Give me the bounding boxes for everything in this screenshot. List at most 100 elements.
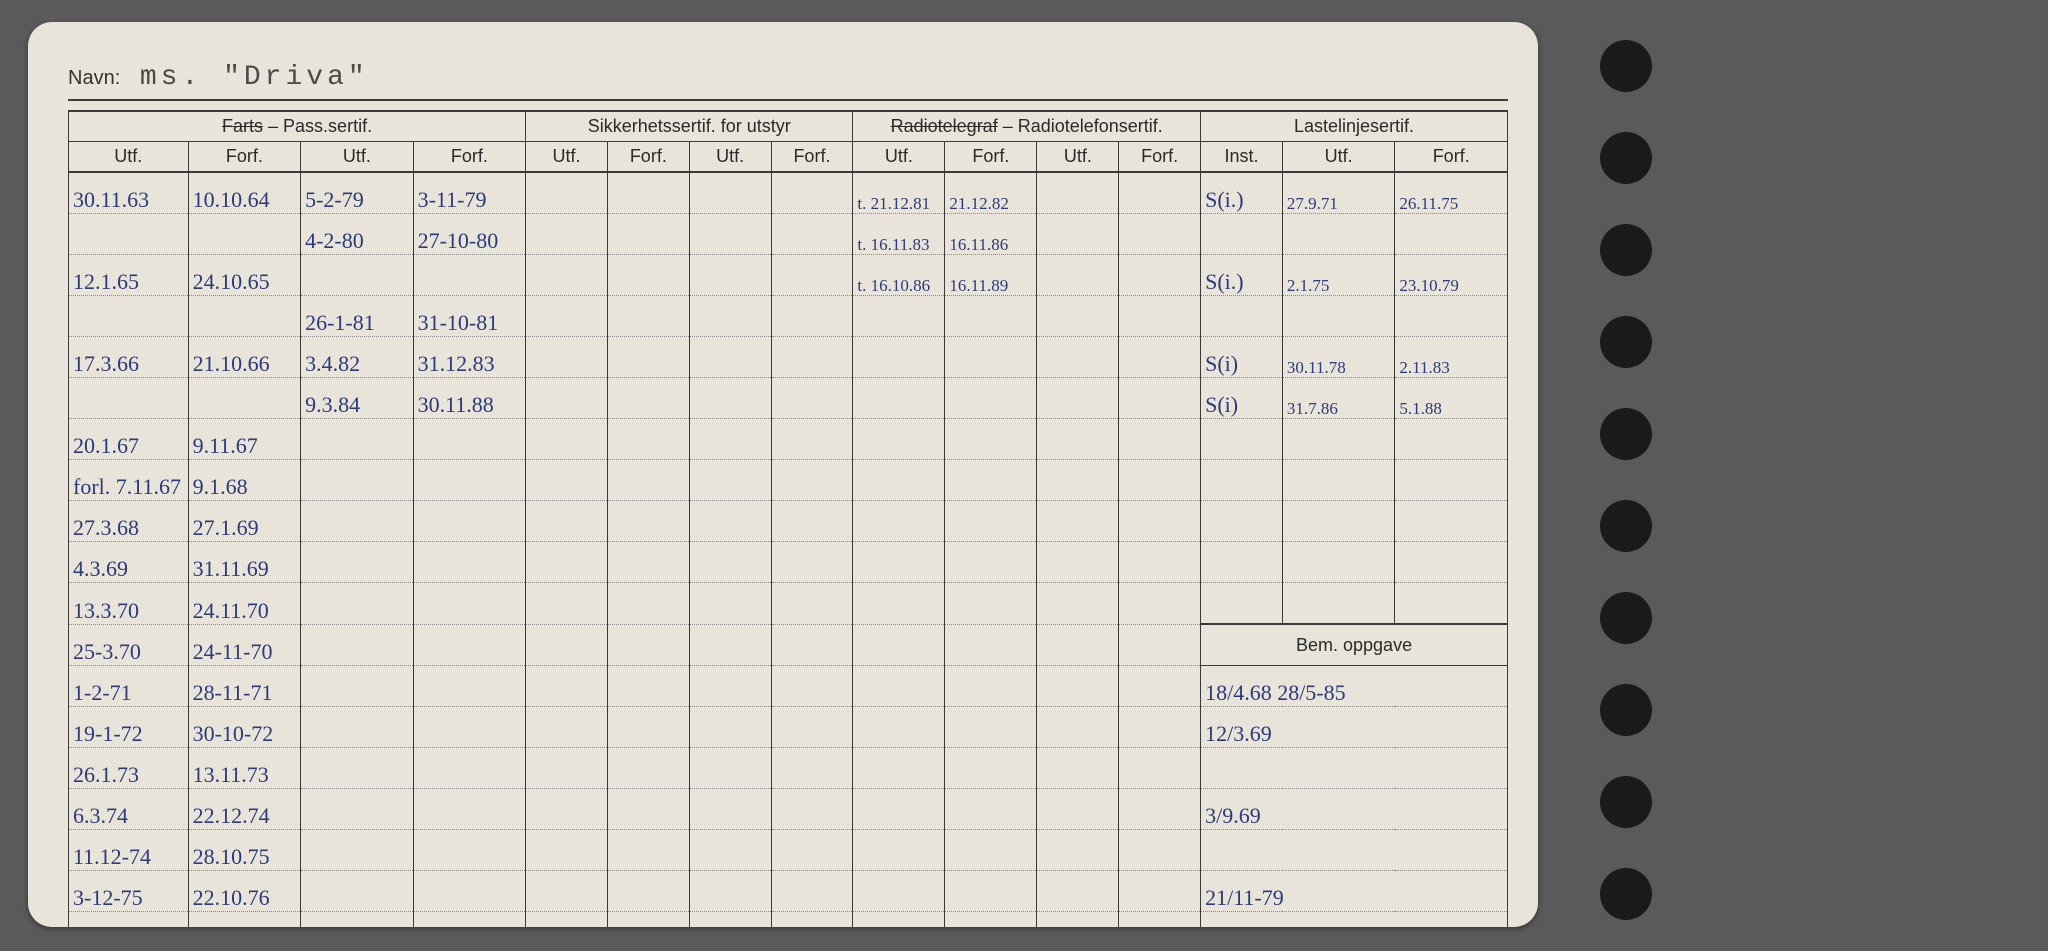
bem-cell: 21/11-79 xyxy=(1201,871,1508,912)
cell xyxy=(1201,501,1283,542)
cell xyxy=(413,419,526,460)
cell xyxy=(607,707,689,748)
cell xyxy=(689,624,771,666)
cell: 22.12.74 xyxy=(188,789,301,830)
cell: 19-1-72 xyxy=(69,707,189,748)
table-row: 4-2-8027-10-80t. 16.11.8316.11.86 xyxy=(69,214,1508,255)
cell xyxy=(1119,419,1201,460)
cell: 31.7.86 xyxy=(1282,378,1395,419)
cell xyxy=(607,912,689,928)
cell xyxy=(689,748,771,789)
punch-hole xyxy=(1600,500,1652,552)
cell xyxy=(1395,419,1508,460)
cell: 2.1.75 xyxy=(1282,255,1395,296)
cell xyxy=(526,172,608,214)
cell xyxy=(413,460,526,501)
cell xyxy=(413,789,526,830)
cell: 1-2-71 xyxy=(69,666,189,707)
cell xyxy=(188,378,301,419)
cell: 21.10.66 xyxy=(188,337,301,378)
cell xyxy=(771,337,853,378)
table-row: 17.3.6621.10.663.4.8231.12.83S(i)30.11.7… xyxy=(69,337,1508,378)
cell xyxy=(526,748,608,789)
punch-hole xyxy=(1600,224,1652,276)
cell xyxy=(1201,214,1283,255)
cell xyxy=(1282,419,1395,460)
col-forf: Forf. xyxy=(188,142,301,173)
cell xyxy=(1119,583,1201,625)
cell xyxy=(853,501,945,542)
cell: 26.1.73 xyxy=(69,748,189,789)
cell xyxy=(526,871,608,912)
navn-line: Navn: ms. "Driva" xyxy=(68,62,1508,101)
cell: 24.10.65 xyxy=(188,255,301,296)
cell xyxy=(945,542,1037,583)
cell xyxy=(1119,501,1201,542)
cell: 9.3.84 xyxy=(301,378,414,419)
cell xyxy=(301,707,414,748)
cell xyxy=(771,871,853,912)
cell xyxy=(526,789,608,830)
cell: 22.10.76 xyxy=(188,871,301,912)
bem-cell xyxy=(1201,748,1508,789)
cell xyxy=(945,501,1037,542)
cell: 12.1.65 xyxy=(69,255,189,296)
table-row: 17.1.778.12.77 xyxy=(69,912,1508,928)
cell xyxy=(69,214,189,255)
cell xyxy=(853,789,945,830)
cell: 8.12.77 xyxy=(188,912,301,928)
cell xyxy=(1037,542,1119,583)
col-forf: Forf. xyxy=(1395,142,1508,173)
cell: 21.12.82 xyxy=(945,172,1037,214)
cell xyxy=(1037,378,1119,419)
punch-hole xyxy=(1600,868,1652,920)
cell xyxy=(1395,542,1508,583)
cell xyxy=(853,666,945,707)
cell xyxy=(301,748,414,789)
cell xyxy=(689,666,771,707)
cell xyxy=(526,542,608,583)
record-card: Navn: ms. "Driva" Farts – Pass.sertif. S… xyxy=(28,22,1538,927)
cell xyxy=(1037,337,1119,378)
col-utf: Utf. xyxy=(526,142,608,173)
cell xyxy=(1037,830,1119,871)
cell xyxy=(771,583,853,625)
cell xyxy=(1037,871,1119,912)
cell xyxy=(413,748,526,789)
cell xyxy=(1119,666,1201,707)
cell: 28.10.75 xyxy=(188,830,301,871)
cell: 16.11.86 xyxy=(945,214,1037,255)
cell xyxy=(301,666,414,707)
cell: 11.12-74 xyxy=(69,830,189,871)
certificate-table: Farts – Pass.sertif. Sikkerhetssertif. f… xyxy=(68,110,1508,927)
cell xyxy=(771,542,853,583)
punch-hole xyxy=(1600,776,1652,828)
cell xyxy=(771,460,853,501)
cell xyxy=(526,707,608,748)
col-forf: Forf. xyxy=(1119,142,1201,173)
cell xyxy=(526,337,608,378)
cell: t. 16.11.83 xyxy=(853,214,945,255)
cell xyxy=(607,501,689,542)
cell xyxy=(1119,789,1201,830)
cell xyxy=(1395,214,1508,255)
cell: 17.1.77 xyxy=(69,912,189,928)
cell xyxy=(1119,912,1201,928)
cell xyxy=(1037,501,1119,542)
table-row: forl. 7.11.679.1.68 xyxy=(69,460,1508,501)
col-utf: Utf. xyxy=(853,142,945,173)
cell xyxy=(607,460,689,501)
cell xyxy=(526,830,608,871)
cell xyxy=(689,419,771,460)
cell: 4-2-80 xyxy=(301,214,414,255)
cell xyxy=(1119,214,1201,255)
cell xyxy=(1395,583,1508,625)
cell xyxy=(689,214,771,255)
cell xyxy=(413,501,526,542)
cell xyxy=(771,624,853,666)
cell xyxy=(301,419,414,460)
cell: 30.11.63 xyxy=(69,172,189,214)
cell xyxy=(1037,624,1119,666)
cell: 30.11.78 xyxy=(1282,337,1395,378)
cell xyxy=(1395,296,1508,337)
